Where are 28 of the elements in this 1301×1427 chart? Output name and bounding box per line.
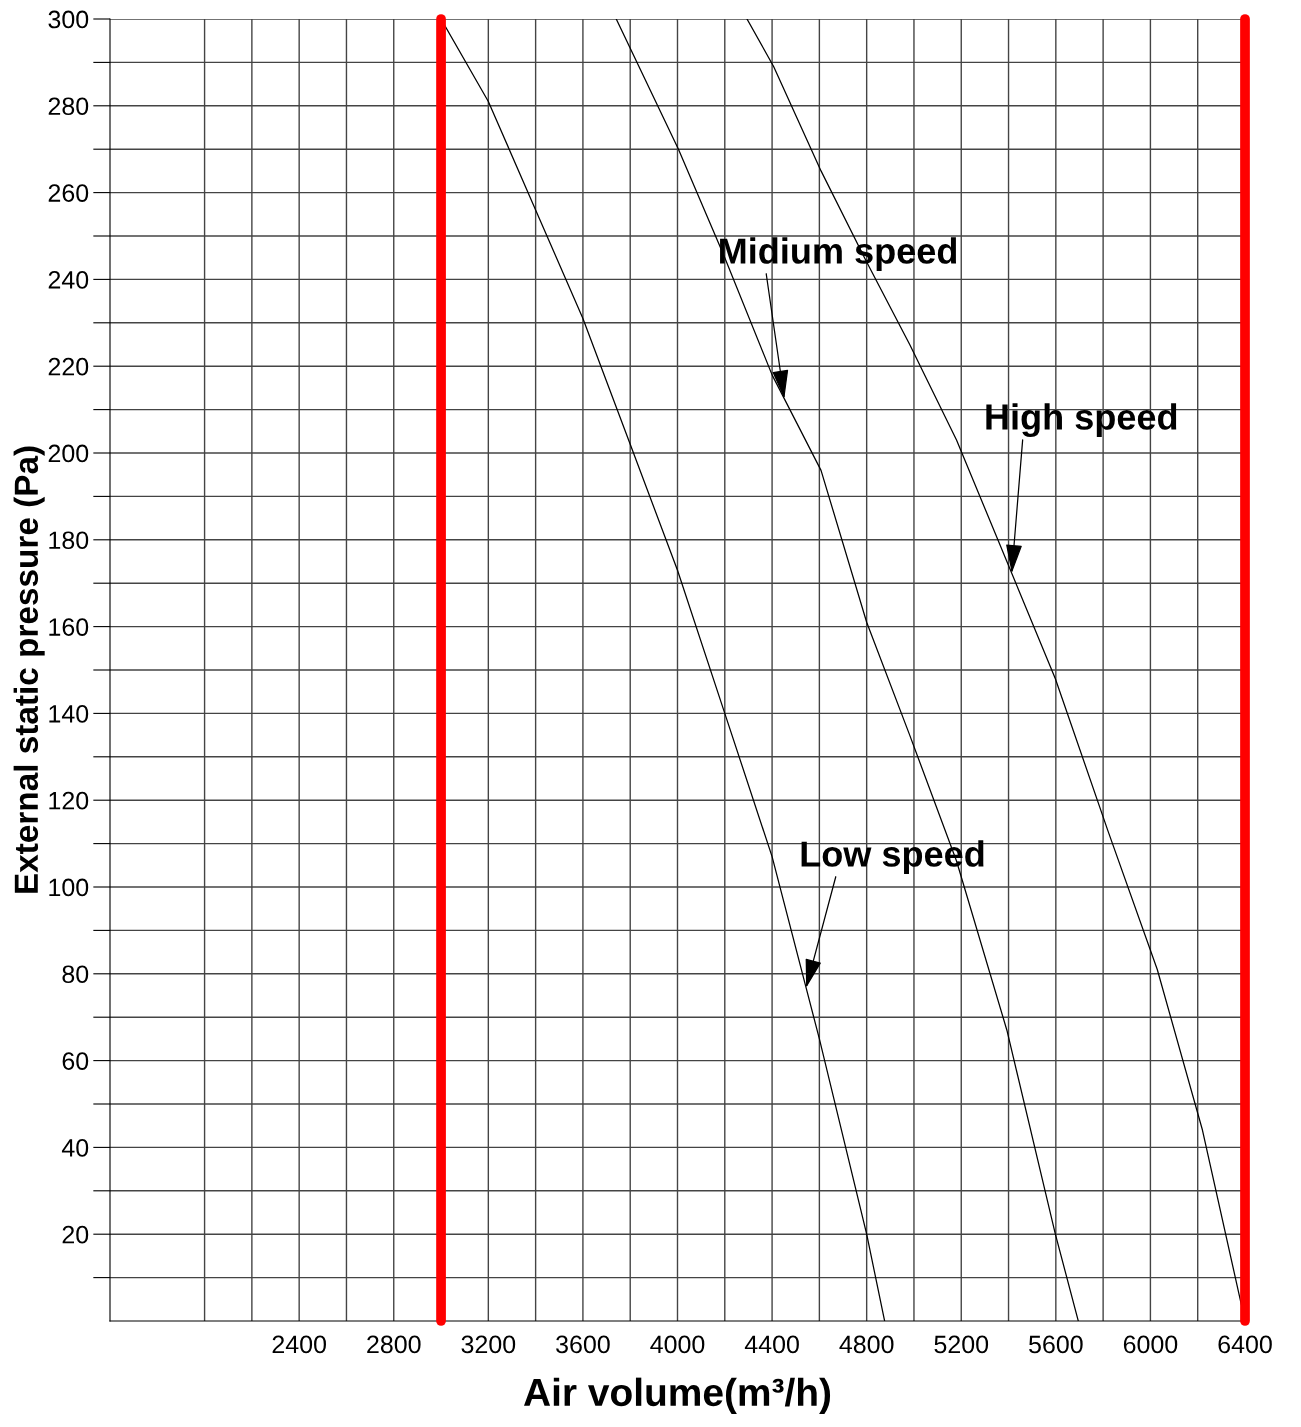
y-tick-label: 280	[48, 97, 89, 116]
y-tick-label: 100	[49, 878, 89, 897]
y-tick-label: 220	[48, 357, 89, 376]
y-axis-title: External static pressure (Pa)	[13, 446, 45, 893]
y-tick-label: 300	[48, 10, 89, 29]
x-axis-title: Air volume(m³/h)	[523, 1377, 831, 1414]
y-tick-label: 120	[49, 791, 89, 810]
x-tick-label: 6000	[1123, 1335, 1178, 1354]
x-tick-label: 4400	[744, 1335, 799, 1354]
y-tick-label: 260	[48, 184, 89, 202]
x-tick-label: 2400	[272, 1335, 326, 1354]
y-tick-label: 180	[49, 531, 89, 550]
x-tick-label: 5600	[1029, 1335, 1083, 1354]
y-tick-label: 40	[61, 1139, 89, 1157]
y-tick-label: 80	[62, 965, 89, 984]
y-tick-label: 60	[62, 1052, 89, 1070]
y-tick-label: 20	[62, 1225, 89, 1244]
y-tick-label: 200	[48, 444, 89, 463]
y-tick-label: 160	[49, 618, 89, 636]
x-tick-label: 4800	[839, 1335, 894, 1354]
x-tick-label: 2800	[367, 1335, 421, 1354]
x-tick-label: 6400	[1218, 1335, 1272, 1354]
x-tick-label: 3200	[461, 1335, 516, 1354]
x-tick-label: 3600	[556, 1335, 610, 1354]
y-tick-label: 140	[49, 705, 89, 723]
x-tick-label: 5200	[934, 1335, 989, 1354]
x-tick-label: 4000	[650, 1335, 705, 1354]
y-tick-label: 240	[48, 271, 89, 289]
